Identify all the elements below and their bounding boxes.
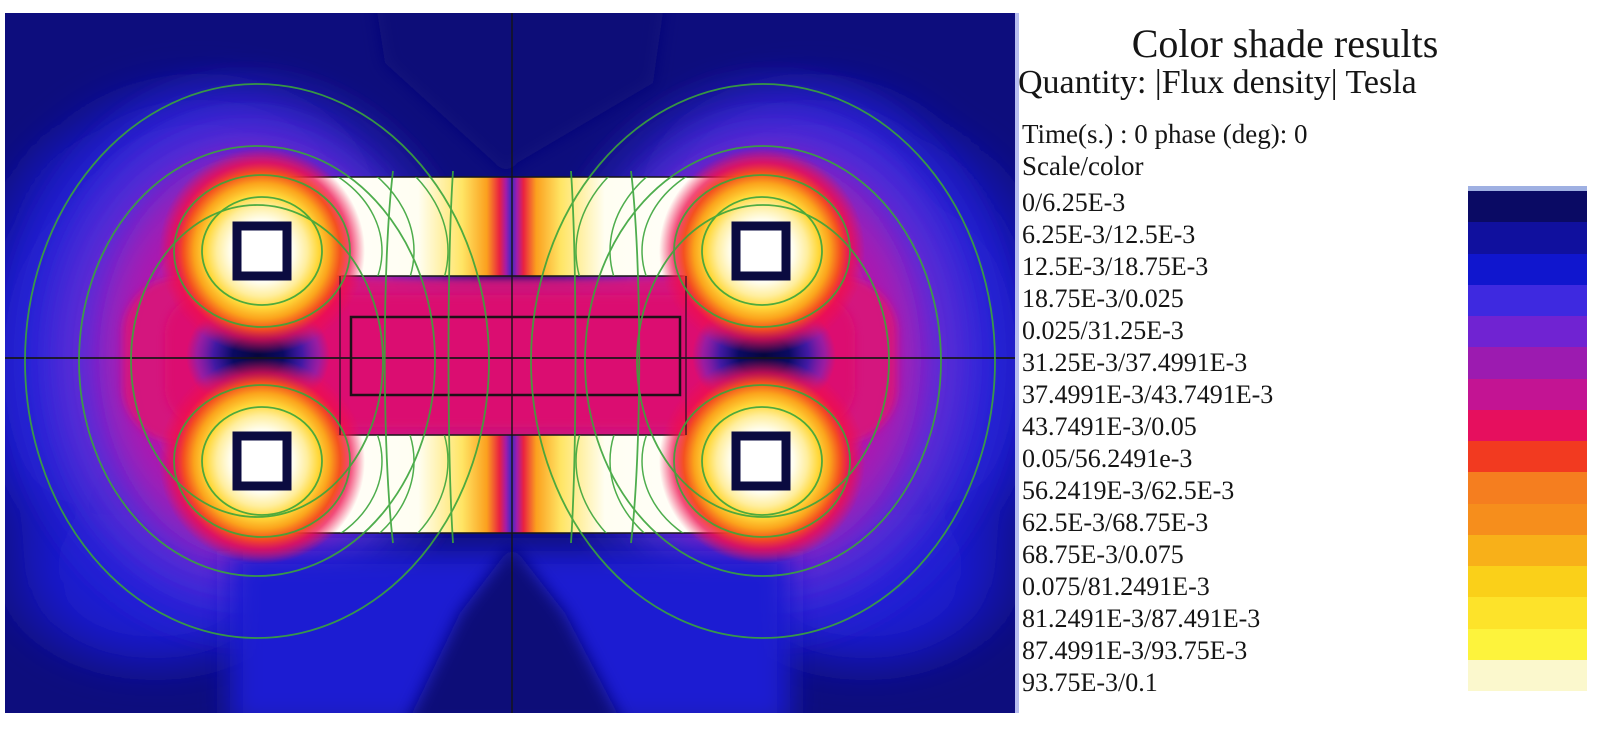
colorbar-bands xyxy=(1468,191,1587,691)
scale-range-item: 12.5E-3/18.75E-3 xyxy=(1022,252,1209,281)
scale-range-item: 56.2419E-3/62.5E-3 xyxy=(1022,476,1235,505)
scale-range-item: 87.4991E-3/93.75E-3 xyxy=(1022,636,1248,665)
colorbar-band xyxy=(1468,347,1587,379)
scale-range-item: 81.2491E-3/87.491E-3 xyxy=(1022,604,1261,633)
flux-density-plot xyxy=(5,13,1019,713)
colorbar-band xyxy=(1468,284,1587,316)
scale-range-item: 0.025/31.25E-3 xyxy=(1022,316,1184,345)
colorbar-top-edge xyxy=(1468,186,1587,191)
field-bottom-funnel xyxy=(412,545,618,713)
colorbar-band xyxy=(1468,534,1587,566)
scale-range-item: 0.05/56.2491e-3 xyxy=(1022,444,1193,473)
conductor-squares xyxy=(232,221,791,491)
field-top-funnel xyxy=(377,13,663,175)
colorbar-band xyxy=(1468,659,1587,691)
scale-range-item: 0/6.25E-3 xyxy=(1022,188,1126,217)
colorbar-band xyxy=(1468,222,1587,254)
colorbar-band xyxy=(1468,316,1587,348)
scale-range-item: 6.25E-3/12.5E-3 xyxy=(1022,220,1196,249)
colorbar xyxy=(1468,186,1587,691)
colorbar-band xyxy=(1468,409,1587,441)
field-plot-svg xyxy=(5,13,1015,713)
colorbar-band xyxy=(1468,441,1587,473)
legend-title: Color shade results xyxy=(1131,21,1439,66)
colorbar-band xyxy=(1468,503,1587,535)
core-geometry-outline xyxy=(5,13,1015,713)
scale-range-item: 31.25E-3/37.4991E-3 xyxy=(1022,348,1248,377)
legend-time-line: Time(s.) : 0 phase (deg): 0 xyxy=(1022,119,1308,149)
scale-range-item: 93.75E-3/0.1 xyxy=(1022,668,1158,697)
scale-range-item: 18.75E-3/0.025 xyxy=(1022,284,1184,313)
colorbar-band xyxy=(1468,597,1587,629)
scale-range-item: 43.7491E-3/0.05 xyxy=(1022,412,1197,441)
colorbar-band xyxy=(1468,253,1587,285)
colorbar-band xyxy=(1468,566,1587,598)
colorbar-band xyxy=(1468,472,1587,504)
scale-range-item: 37.4991E-3/43.7491E-3 xyxy=(1022,380,1274,409)
legend-scale-label: Scale/color xyxy=(1022,151,1144,181)
colorbar-band xyxy=(1468,191,1587,223)
colorbar-band xyxy=(1468,628,1587,660)
scale-range-item: 62.5E-3/68.75E-3 xyxy=(1022,508,1209,537)
colorbar-band xyxy=(1468,378,1587,410)
legend-quantity: Quantity: |Flux density| Tesla xyxy=(1018,64,1417,101)
scale-list: 0/6.25E-3 6.25E-3/12.5E-3 12.5E-3/18.75E-3… xyxy=(1022,187,1273,699)
scale-range-item: 0.075/81.2491E-3 xyxy=(1022,572,1210,601)
scale-range-item: 68.75E-3/0.075 xyxy=(1022,540,1184,569)
